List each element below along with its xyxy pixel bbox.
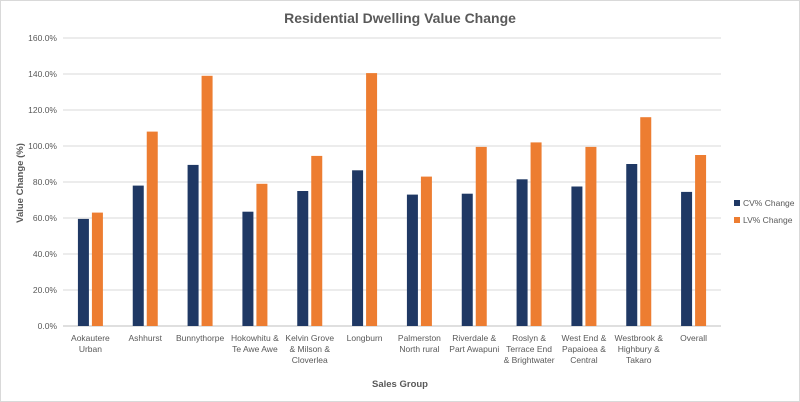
bar-cv-11 [681, 191, 693, 326]
chart-title: Residential Dwelling Value Change [284, 10, 516, 26]
bar-cv-9 [571, 186, 583, 326]
bar-cv-8 [516, 179, 528, 326]
x-axis-title: Sales Group [372, 379, 428, 390]
category-label: Aokautere Urban [71, 333, 110, 354]
category-label: Riverdale & Part Awapuni [449, 333, 499, 354]
y-tick-label: 100.0% [28, 141, 57, 151]
bar-cv-6 [406, 194, 418, 326]
category-label: Palmerston North rural [398, 333, 441, 354]
category-label: Longburn [347, 333, 383, 343]
bar-cv-2 [187, 164, 199, 326]
category-label: Ashhurst [128, 333, 162, 343]
bar-lv-1 [146, 131, 158, 326]
bar-lv-7 [475, 146, 487, 326]
bar-lv-8 [530, 142, 542, 326]
bar-lv-9 [585, 146, 597, 326]
bar-lv-0 [91, 212, 103, 326]
y-tick-label: 20.0% [33, 285, 58, 295]
bar-lv-4 [311, 155, 323, 326]
category-labels: Aokautere Urban Ashhurst Bunnythorpe Hokowhi… [71, 333, 707, 365]
bar-lv-6 [420, 176, 432, 326]
y-tick-label: 160.0% [28, 33, 57, 43]
category-label: Hokowhitu & Te Awe Awe [231, 333, 279, 354]
legend-label: CV% Change [743, 198, 795, 208]
grid-lines [63, 37, 721, 327]
bar-lv-10 [640, 117, 652, 326]
category-label: Bunnythorpe [176, 333, 224, 343]
bar-cv-5 [352, 170, 364, 326]
legend-swatch [734, 217, 740, 223]
y-tick-label: 120.0% [28, 105, 57, 115]
bar-cv-0 [77, 218, 89, 326]
bars [77, 73, 707, 326]
category-label: Kelvin Grove & Milson & Cloverlea [285, 333, 334, 365]
y-tick-labels: 0.0% 20.0% 40.0% 60.0% 80.0% 100.0% 120.0% 140.… [28, 33, 57, 331]
bar-lv-11 [695, 155, 707, 326]
legend-swatch [734, 200, 740, 206]
y-tick-label: 140.0% [28, 69, 57, 79]
bar-cv-3 [242, 211, 254, 326]
bar-lv-3 [256, 183, 268, 326]
bar-cv-4 [297, 191, 309, 326]
legend-label: LV% Change [743, 215, 793, 225]
bar-lv-2 [201, 75, 213, 326]
legend: CV% Change LV% Change [734, 198, 795, 225]
y-axis-title: Value Change (%) [15, 143, 26, 223]
category-label: Westbrook & Highbury & Takaro [614, 333, 663, 365]
bar-cv-1 [132, 185, 144, 326]
y-tick-label: 80.0% [33, 177, 58, 187]
bar-cv-10 [626, 164, 638, 326]
y-tick-label: 40.0% [33, 249, 58, 259]
bar-lv-5 [366, 73, 378, 326]
y-tick-label: 60.0% [33, 213, 58, 223]
category-label: Overall [680, 333, 707, 343]
y-tick-label: 0.0% [38, 321, 58, 331]
category-label: West End & Papaioea & Central [562, 333, 607, 365]
bar-cv-7 [461, 193, 473, 326]
category-label: Roslyn & Terrace End & Brightwater [504, 333, 555, 365]
